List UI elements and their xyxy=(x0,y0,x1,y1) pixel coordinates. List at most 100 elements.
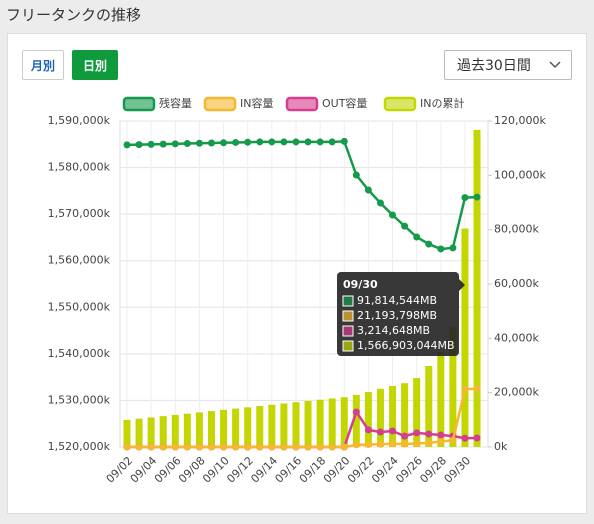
x-tick-label: 09/16 xyxy=(273,454,305,486)
x-tick-label: 09/12 xyxy=(224,454,256,486)
point xyxy=(389,440,397,448)
y2-tick-label: 0k xyxy=(494,440,508,453)
point xyxy=(256,443,264,451)
point xyxy=(171,443,179,451)
tooltip-swatch xyxy=(342,295,354,307)
point xyxy=(413,429,421,437)
x-tick-label: 09/28 xyxy=(417,454,449,486)
y2-tick-label: 120,000k xyxy=(494,114,546,127)
point xyxy=(135,141,143,149)
legend-label: IN容量 xyxy=(240,96,273,110)
point xyxy=(401,432,409,440)
point xyxy=(304,443,312,451)
bar xyxy=(256,406,264,447)
point xyxy=(292,443,300,451)
point xyxy=(473,193,481,201)
point xyxy=(389,211,397,219)
y-tick-label: 1,560,000k xyxy=(48,254,111,267)
y-tick-label: 1,550,000k xyxy=(48,300,111,313)
bar xyxy=(449,326,457,447)
bar xyxy=(437,351,445,447)
point xyxy=(437,438,445,446)
tooltip-swatch xyxy=(342,310,354,322)
legend-swatch xyxy=(383,96,417,112)
point xyxy=(437,431,445,439)
legend-swatch xyxy=(122,96,156,112)
point xyxy=(147,443,155,451)
point xyxy=(364,426,372,434)
bar xyxy=(376,388,384,447)
legend-label: 残容量 xyxy=(159,96,192,110)
point xyxy=(159,140,167,148)
point xyxy=(232,443,240,451)
point xyxy=(159,443,167,451)
point xyxy=(437,245,445,253)
point xyxy=(292,138,300,146)
point xyxy=(376,440,384,448)
x-tick-label: 09/22 xyxy=(345,454,377,486)
chevron xyxy=(549,61,561,69)
bar xyxy=(364,392,372,447)
point xyxy=(195,443,203,451)
point xyxy=(135,443,143,451)
point xyxy=(449,244,457,252)
bar xyxy=(232,408,240,447)
point xyxy=(473,434,481,442)
tooltip-item: 91,814,544MB xyxy=(357,294,437,307)
bar xyxy=(147,417,155,447)
monthly-button[interactable]: 月別 xyxy=(22,50,64,80)
point xyxy=(461,385,469,393)
point xyxy=(401,222,409,230)
tooltip-item: 1,566,903,044MB xyxy=(357,339,455,352)
point xyxy=(340,443,348,451)
point xyxy=(401,440,409,448)
point xyxy=(376,428,384,436)
bar xyxy=(195,412,203,447)
point xyxy=(473,385,481,393)
point xyxy=(316,138,324,146)
point xyxy=(268,443,276,451)
bar xyxy=(304,400,312,447)
point xyxy=(123,443,131,451)
x-tick-label: 09/26 xyxy=(393,454,425,486)
tooltip-title: 09/30 xyxy=(343,278,378,291)
legend-swatch xyxy=(285,96,319,112)
y-tick-label: 1,540,000k xyxy=(48,347,111,360)
point xyxy=(364,441,372,449)
bar xyxy=(389,385,397,447)
point xyxy=(183,443,191,451)
bar xyxy=(207,411,215,447)
bar xyxy=(280,403,288,447)
bar xyxy=(425,365,433,447)
bar xyxy=(123,419,131,447)
y-tick-label: 1,520,000k xyxy=(48,440,111,453)
x-tick-label: 09/14 xyxy=(248,454,280,486)
bar xyxy=(244,407,252,447)
point xyxy=(340,137,348,145)
point xyxy=(256,138,264,146)
x-tick-label: 09/04 xyxy=(128,454,160,486)
period-dropdown[interactable]: 過去30日間 xyxy=(444,50,572,80)
bar xyxy=(159,416,167,447)
tooltip: 09/30 91,814,544MB 21,193,798MB 3,214,648MB… xyxy=(337,272,465,356)
point xyxy=(316,443,324,451)
x-tick-label: 09/02 xyxy=(104,454,136,486)
y2-tick-label: 40,000k xyxy=(494,331,539,344)
period-label: 過去30日間 xyxy=(457,58,531,74)
y2-tick-label: 20,000k xyxy=(494,386,539,399)
x-tick-label: 09/06 xyxy=(152,454,184,486)
tooltip-arrow xyxy=(459,279,465,291)
x-tick-label: 09/20 xyxy=(321,454,353,486)
x-tick-label: 09/18 xyxy=(297,454,329,486)
point xyxy=(376,199,384,207)
y-tick-label: 1,580,000k xyxy=(48,161,111,174)
point xyxy=(425,240,433,248)
y2-tick-label: 60,000k xyxy=(494,277,539,290)
tooltip-item: 21,193,798MB xyxy=(357,309,437,322)
x-tick-label: 09/30 xyxy=(442,454,474,486)
point xyxy=(244,443,252,451)
bar xyxy=(171,414,179,447)
point xyxy=(207,443,215,451)
point xyxy=(425,430,433,438)
daily-button[interactable]: 日別 xyxy=(72,50,118,80)
